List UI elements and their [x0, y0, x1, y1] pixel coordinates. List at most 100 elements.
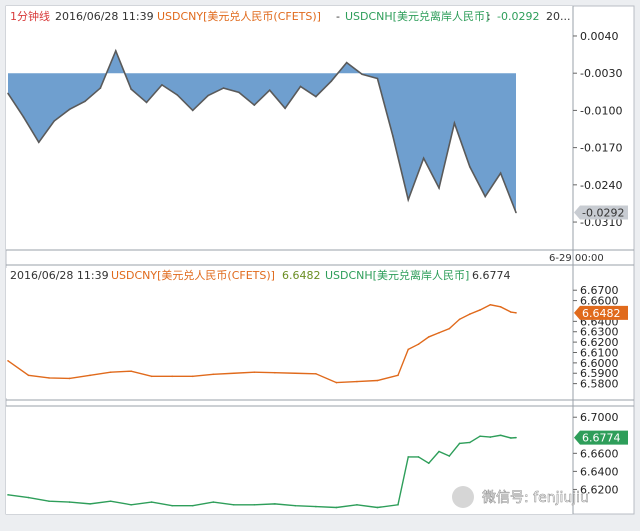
data-point [161, 84, 163, 86]
data-point [376, 77, 379, 80]
data-point [515, 312, 517, 314]
data-point [232, 372, 235, 375]
data-point [109, 371, 112, 374]
data-point [427, 462, 430, 465]
data-point [294, 504, 297, 507]
data-point [212, 501, 215, 503]
data-point [171, 375, 174, 378]
header-colon: : [487, 10, 491, 23]
data-point [130, 370, 132, 372]
y-tick-label: -0.0240 [580, 179, 622, 192]
y-tick-label: 6.6600 [580, 447, 619, 460]
data-point [458, 318, 461, 321]
panel2-datetime: 2016/06/28 11:39 [10, 269, 109, 282]
data-point [392, 135, 394, 137]
y-tick-label: 6.6300 [580, 326, 619, 339]
y-tick-label: 6.6400 [580, 465, 619, 478]
data-point [345, 61, 348, 64]
data-point [356, 503, 358, 506]
cnh-series [7, 434, 517, 509]
data-point [330, 80, 333, 82]
y-tick-label: -0.0030 [580, 67, 622, 80]
data-point [299, 85, 302, 88]
data-point [130, 503, 132, 506]
watermark-text: 微信号: fenjiujiu [482, 490, 589, 506]
y-tick-label: 6.6200 [580, 336, 619, 349]
data-point [417, 343, 420, 345]
data-point [99, 87, 102, 89]
data-point [191, 504, 194, 507]
data-point [335, 506, 338, 509]
data-point [427, 336, 430, 338]
data-point [7, 359, 9, 362]
cny-panel [6, 268, 573, 398]
data-point [469, 441, 471, 444]
scroll-label[interactable]: 20... [546, 10, 571, 23]
data-point [27, 374, 30, 377]
data-point [453, 122, 456, 124]
data-point [294, 372, 297, 375]
data-point [130, 88, 132, 90]
data-point [417, 456, 420, 458]
data-point [438, 187, 440, 189]
y-tick-label: 6.6100 [580, 346, 619, 359]
data-point [510, 437, 512, 439]
last-value-label: -0.0292 [582, 206, 624, 219]
y-tick-label: 6.7000 [580, 411, 619, 424]
period-label[interactable]: 1分钟线 [10, 9, 50, 23]
data-point [150, 501, 153, 503]
y-tick-label: 0.0040 [580, 30, 619, 43]
data-point [397, 503, 399, 506]
data-point [232, 503, 235, 506]
last-value-badge [574, 205, 628, 220]
data-point [238, 91, 240, 94]
y-tick-label: 6.6000 [580, 357, 619, 370]
data-point [7, 494, 9, 496]
data-point [176, 94, 179, 96]
diff-value: -0.0292 [497, 10, 539, 23]
data-point [268, 89, 271, 92]
data-point [361, 73, 363, 76]
data-point [469, 313, 471, 315]
spread-line [7, 48, 517, 213]
data-point [253, 503, 256, 506]
data-point [84, 100, 86, 103]
data-point [207, 94, 209, 97]
data-point [407, 456, 410, 458]
data-point [27, 496, 30, 499]
cny-value: 6.6482 [282, 269, 321, 282]
data-point [438, 450, 440, 453]
header-separator: - [336, 10, 340, 23]
data-point [515, 211, 517, 214]
series-line [7, 434, 517, 509]
data-point [315, 505, 317, 508]
time-label: 6-29 00:00 [549, 253, 604, 264]
data-point [114, 50, 117, 52]
data-point [22, 115, 25, 118]
data-point [479, 309, 481, 311]
data-point [469, 165, 471, 168]
data-point [171, 504, 174, 507]
data-point [448, 327, 451, 330]
data-point [315, 95, 317, 98]
wechat-watermark: 微信号: fenjiujiu [452, 486, 589, 508]
data-point [48, 377, 50, 379]
data-point [376, 379, 379, 382]
cny-name: USDCNY[美元兑人民币(CFETS)] [111, 268, 275, 282]
y-tick-label: -0.0170 [580, 142, 622, 155]
data-point [109, 500, 112, 502]
y-tick-label: 6.6700 [580, 284, 619, 297]
data-point [499, 434, 502, 437]
data-point [479, 435, 481, 437]
data-point [422, 157, 425, 160]
y-axis-ticks: 0.0040-0.0030-0.0100-0.0170-0.0240-0.031… [573, 30, 628, 496]
data-point [448, 455, 451, 457]
data-point [145, 101, 148, 104]
data-point [376, 506, 379, 509]
data-point [274, 371, 276, 374]
y-tick-label: 6.5800 [580, 378, 619, 391]
data-point [499, 172, 502, 174]
data-point [510, 311, 512, 313]
